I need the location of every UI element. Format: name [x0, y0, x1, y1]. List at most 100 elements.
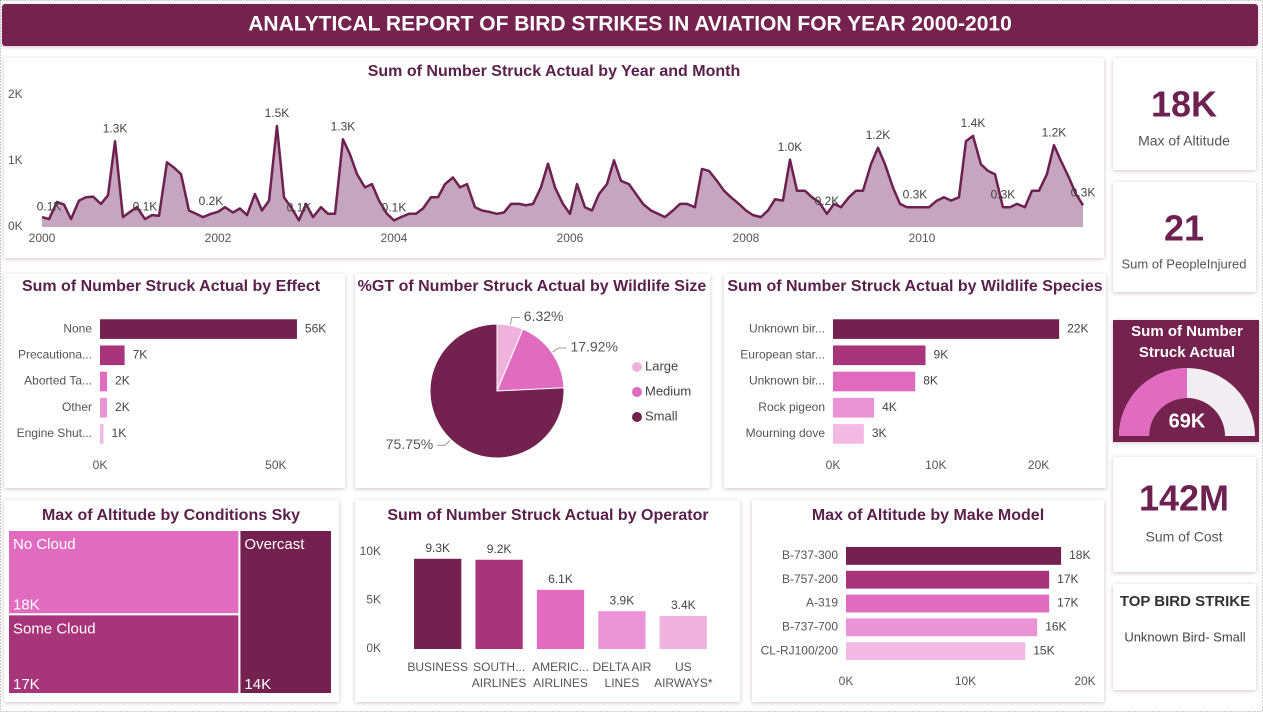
- text-line: SOUTH...: [473, 660, 525, 674]
- category-label: Other: [62, 400, 92, 414]
- leader-line: [509, 316, 520, 325]
- card-value: 142M: [1139, 478, 1229, 519]
- data-label: 1K: [112, 426, 127, 440]
- report-title: ANALYTICAL REPORT OF BIRD STRIKES IN AVI…: [248, 13, 1012, 36]
- data-label: 7K: [133, 347, 148, 361]
- bar: [100, 397, 108, 418]
- category-label: B-737-700: [782, 619, 838, 633]
- tile-label: No Cloud: [13, 536, 76, 553]
- panel: [4, 274, 345, 488]
- data-label: 2K: [115, 374, 130, 388]
- category-label: Engine Shut...: [17, 426, 92, 440]
- x-tick-label: 20K: [1028, 458, 1049, 472]
- x-tick-label: 10K: [955, 674, 976, 688]
- category-label: Rock pigeon: [758, 400, 825, 414]
- category-label: Aborted Ta...: [24, 374, 92, 388]
- bar: [536, 589, 585, 649]
- data-label: 0.1K: [133, 199, 158, 213]
- text-line: AIRLINES: [472, 676, 527, 690]
- category-label: B-757-200: [782, 572, 838, 586]
- text-line: AMERIC...: [532, 660, 589, 674]
- tile-value: 18K: [13, 596, 40, 613]
- y-tick-label: 0K: [366, 641, 381, 655]
- data-label: 75.75%: [386, 436, 433, 452]
- data-label: 1.3K: [103, 121, 128, 135]
- bar: [100, 345, 125, 366]
- area-fill: [42, 126, 1083, 227]
- x-tick-label: 50K: [265, 458, 286, 472]
- panel: [1113, 584, 1256, 690]
- data-label: 2K: [115, 400, 130, 414]
- data-label: 3.4K: [671, 598, 696, 612]
- category-label: Precautiona...: [18, 347, 92, 361]
- data-label: 0.3K: [903, 187, 928, 201]
- y-tick-label: 2K: [8, 87, 23, 101]
- y-tick-label: 0K: [8, 219, 23, 233]
- category-label: BUSINESS: [407, 660, 468, 674]
- leader-line: [552, 347, 567, 353]
- x-tick-label: 2010: [909, 231, 936, 245]
- category-label: B-737-300: [782, 548, 838, 562]
- category-label: European star...: [740, 347, 825, 361]
- bar: [659, 616, 707, 649]
- legend-label: Medium: [645, 383, 691, 398]
- category-label: DELTA AIR LINES: [592, 660, 651, 690]
- chart-title: Sum of Number Struck Actual by Year and …: [368, 63, 741, 80]
- bar: [833, 397, 875, 418]
- tile-value: 17K: [13, 676, 40, 693]
- text-line: DELTA AIR: [592, 660, 651, 674]
- bar: [833, 371, 916, 392]
- card-label: Sum of PeopleInjured: [1121, 256, 1246, 271]
- data-label: 6.1K: [548, 572, 573, 586]
- bar: [833, 424, 864, 444]
- data-label: 17K: [1057, 596, 1078, 610]
- text-line: US: [675, 660, 692, 674]
- data-label: 0.3K: [991, 187, 1016, 201]
- category-label: SOUTH... AIRLINES: [472, 660, 527, 690]
- panel: [1113, 58, 1256, 170]
- pie-slice: [429, 323, 565, 459]
- card-label: Max of Altitude: [1138, 133, 1230, 149]
- data-label: 0.2K: [199, 194, 224, 208]
- legend-swatch: [632, 362, 642, 372]
- x-tick-label: 0K: [826, 458, 841, 472]
- bar: [100, 319, 297, 339]
- x-tick-label: 2006: [557, 231, 584, 245]
- data-label: 9.3K: [425, 541, 450, 555]
- category-label: US AIRWAYS*: [654, 660, 713, 690]
- y-tick-label: 10K: [360, 544, 381, 558]
- card-label: Sum of Cost: [1145, 529, 1222, 545]
- data-label: 15K: [1033, 643, 1054, 657]
- text-line: AIRWAYS*: [654, 676, 713, 690]
- treemap-tile: [7, 613, 241, 695]
- data-label: 22K: [1067, 321, 1088, 335]
- x-tick-label: 10K: [925, 458, 946, 472]
- data-label: 6.32%: [524, 308, 564, 324]
- legend-swatch: [632, 387, 642, 397]
- data-label: 0.1K: [37, 199, 62, 213]
- x-tick-label: 0K: [93, 458, 108, 472]
- chart-title: Sum of Number Struck Actual by Wildlife …: [727, 278, 1102, 295]
- data-label: 1.0K: [778, 140, 803, 154]
- panel: [4, 58, 1104, 258]
- data-label: 0.1K: [382, 201, 407, 215]
- data-label: 9K: [934, 347, 949, 361]
- bar: [100, 371, 108, 392]
- legend-label: Large: [645, 358, 678, 373]
- panel: [1113, 457, 1256, 572]
- chart-title: Sum of Number Struck Actual: [1131, 323, 1243, 361]
- legend-label: Small: [645, 408, 678, 423]
- data-label: 1.3K: [331, 119, 356, 133]
- bar: [414, 558, 462, 649]
- treemap-tile: [7, 529, 241, 616]
- bar: [475, 559, 523, 649]
- chart-title: Sum of Number Struck Actual by Effect: [22, 278, 321, 295]
- x-tick-label: 0K: [839, 674, 854, 688]
- text-line: Sum of Number: [1131, 323, 1243, 340]
- data-label: 17K: [1057, 572, 1078, 586]
- y-tick-label: 1K: [8, 153, 23, 167]
- data-label: 1.5K: [265, 106, 290, 120]
- chart-title: Sum of Number Struck Actual by Operator: [387, 507, 708, 524]
- leader-line: [437, 439, 451, 446]
